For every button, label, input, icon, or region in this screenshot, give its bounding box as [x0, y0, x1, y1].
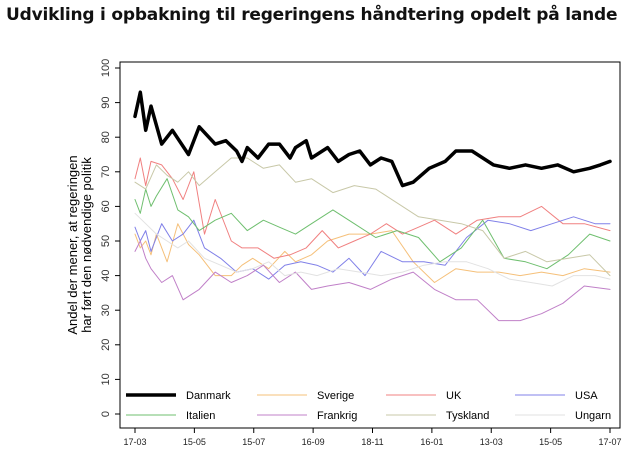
series-line-frankrig [134, 240, 611, 322]
chart-title: Udvikling i opbakning til regeringens hå… [6, 5, 618, 25]
series-line-italien [134, 178, 611, 270]
y-axis-label-line1: Andel der mener, at regeringen [65, 155, 80, 334]
legend: Danmark Sverige UK USA Italien Frankrig Tyskla… [126, 390, 611, 422]
series-line-danmark [133, 90, 612, 188]
y-tick-label: 20 [100, 339, 112, 351]
x-tick-label: 15-07 [242, 437, 265, 447]
x-tick-label: 15-05 [183, 437, 206, 447]
x-tick-label: 17-03 [123, 437, 146, 447]
legend-label-uk: UK [446, 390, 462, 402]
legend-label-frankrig: Frankrig [317, 410, 357, 422]
series-line-usa [134, 216, 611, 280]
y-tick-label: 0 [100, 411, 112, 417]
legend-label-ungarn: Ungarn [575, 410, 611, 422]
y-tick-label: 40 [100, 269, 112, 281]
series-line-sverige [134, 223, 611, 283]
series-line-tyskland [134, 157, 611, 277]
y-tick-label: 100 [100, 59, 112, 77]
y-tick-label: 70 [100, 166, 112, 178]
legend-label-tyskland: Tyskland [446, 410, 489, 422]
x-tick-label: 13-03 [480, 437, 503, 447]
y-tick-label: 10 [100, 373, 112, 385]
legend-label-sverige: Sverige [317, 390, 354, 402]
series-line-ungarn [134, 212, 611, 287]
x-tick-label: 17-07 [598, 437, 621, 447]
plot-frame [119, 61, 621, 429]
legend-label-italien: Italien [186, 410, 215, 422]
x-tick-label: 15-05 [539, 437, 562, 447]
y-axis-label-line2: har ført den nødvendige politik [79, 157, 94, 333]
x-tick-label: 18-11 [361, 437, 383, 447]
series-layer [133, 90, 612, 322]
legend-label-usa: USA [575, 390, 598, 402]
x-tick-label: 16-01 [420, 437, 443, 447]
y-tick-label: 80 [100, 131, 112, 143]
y-tick-label: 30 [100, 304, 112, 316]
series-line-uk [134, 157, 611, 259]
y-tick-label: 90 [100, 96, 112, 108]
x-tick-label: 16-09 [302, 437, 325, 447]
y-tick-label: 60 [100, 200, 112, 212]
legend-label-danmark: Danmark [186, 390, 231, 402]
y-tick-label: 50 [100, 235, 112, 247]
axes: 0 10 20 30 40 50 60 70 80 90 100 17-03 15-05 15-07 16-… [100, 59, 622, 447]
